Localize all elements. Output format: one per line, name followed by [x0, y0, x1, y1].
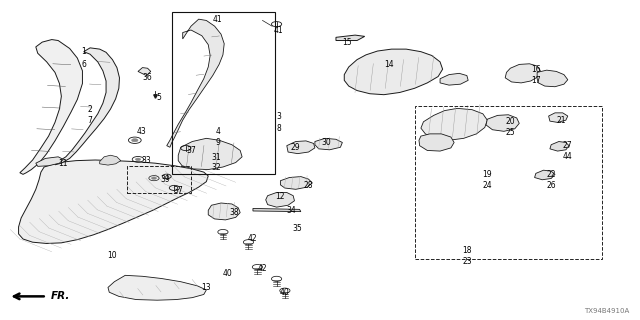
Polygon shape — [167, 19, 224, 147]
Text: 2: 2 — [88, 105, 92, 114]
Text: 6: 6 — [81, 60, 86, 69]
Circle shape — [136, 158, 141, 161]
Bar — [172, 12, 275, 174]
Circle shape — [132, 139, 138, 142]
Text: 38: 38 — [229, 208, 239, 217]
Text: 22: 22 — [547, 170, 556, 179]
Text: 23: 23 — [462, 258, 472, 267]
Text: 13: 13 — [202, 283, 211, 292]
Text: 11: 11 — [58, 159, 68, 168]
Text: 1: 1 — [81, 47, 86, 56]
Text: 24: 24 — [483, 181, 492, 190]
Bar — [127, 166, 191, 194]
Text: 39: 39 — [161, 175, 170, 184]
Text: 18: 18 — [462, 246, 472, 255]
Polygon shape — [20, 40, 83, 174]
Text: 5: 5 — [157, 93, 161, 102]
Text: 20: 20 — [506, 117, 515, 126]
Text: 4: 4 — [216, 127, 220, 136]
Polygon shape — [440, 73, 468, 85]
Polygon shape — [208, 203, 240, 220]
Text: 42: 42 — [258, 264, 268, 273]
Text: 15: 15 — [342, 38, 351, 47]
Polygon shape — [266, 193, 294, 207]
Text: 30: 30 — [321, 138, 332, 147]
Text: FR.: FR. — [51, 292, 70, 301]
Polygon shape — [253, 208, 301, 212]
Text: 9: 9 — [216, 138, 220, 147]
Text: 17: 17 — [531, 76, 541, 85]
Polygon shape — [336, 35, 365, 41]
Text: 31: 31 — [212, 153, 221, 162]
Text: 26: 26 — [547, 181, 556, 190]
Polygon shape — [204, 154, 229, 162]
Polygon shape — [100, 155, 121, 165]
Text: 41: 41 — [274, 27, 284, 36]
Polygon shape — [19, 160, 208, 244]
Polygon shape — [534, 170, 555, 180]
Polygon shape — [550, 141, 569, 151]
Text: 37: 37 — [186, 146, 196, 155]
Polygon shape — [178, 138, 242, 170]
Text: 37: 37 — [173, 186, 183, 195]
Text: 19: 19 — [483, 170, 492, 179]
Polygon shape — [505, 64, 540, 83]
Polygon shape — [344, 49, 443, 95]
Text: 14: 14 — [384, 60, 394, 69]
Text: 3: 3 — [276, 113, 281, 122]
Polygon shape — [280, 177, 312, 189]
Polygon shape — [36, 157, 63, 166]
Circle shape — [152, 177, 157, 180]
Polygon shape — [108, 275, 206, 300]
Text: 8: 8 — [276, 124, 281, 132]
Text: 16: 16 — [531, 65, 541, 74]
Text: 40: 40 — [280, 288, 290, 297]
Text: 25: 25 — [506, 128, 515, 137]
Text: 35: 35 — [292, 224, 303, 233]
Text: 10: 10 — [108, 251, 117, 260]
Text: 42: 42 — [248, 234, 257, 243]
Text: 43: 43 — [136, 127, 146, 136]
Text: 27: 27 — [563, 141, 573, 150]
Polygon shape — [419, 134, 454, 151]
Text: 40: 40 — [223, 268, 232, 278]
Polygon shape — [287, 141, 315, 154]
Text: 36: 36 — [143, 73, 152, 82]
Text: 12: 12 — [275, 192, 285, 201]
Bar — [415, 106, 602, 259]
Text: 32: 32 — [212, 164, 221, 172]
Polygon shape — [537, 70, 568, 87]
Text: 33: 33 — [141, 156, 151, 164]
Text: 34: 34 — [286, 206, 296, 215]
Polygon shape — [548, 113, 568, 123]
Text: 29: 29 — [291, 143, 301, 152]
Text: 21: 21 — [557, 116, 566, 125]
Text: 44: 44 — [563, 152, 573, 161]
Polygon shape — [55, 48, 120, 165]
Text: 28: 28 — [304, 181, 313, 190]
Text: TX94B4910A: TX94B4910A — [584, 308, 630, 314]
Polygon shape — [315, 138, 342, 150]
Polygon shape — [421, 108, 487, 140]
Text: 41: 41 — [213, 15, 223, 24]
Polygon shape — [138, 68, 151, 76]
Text: 7: 7 — [88, 116, 93, 125]
Polygon shape — [486, 115, 519, 131]
